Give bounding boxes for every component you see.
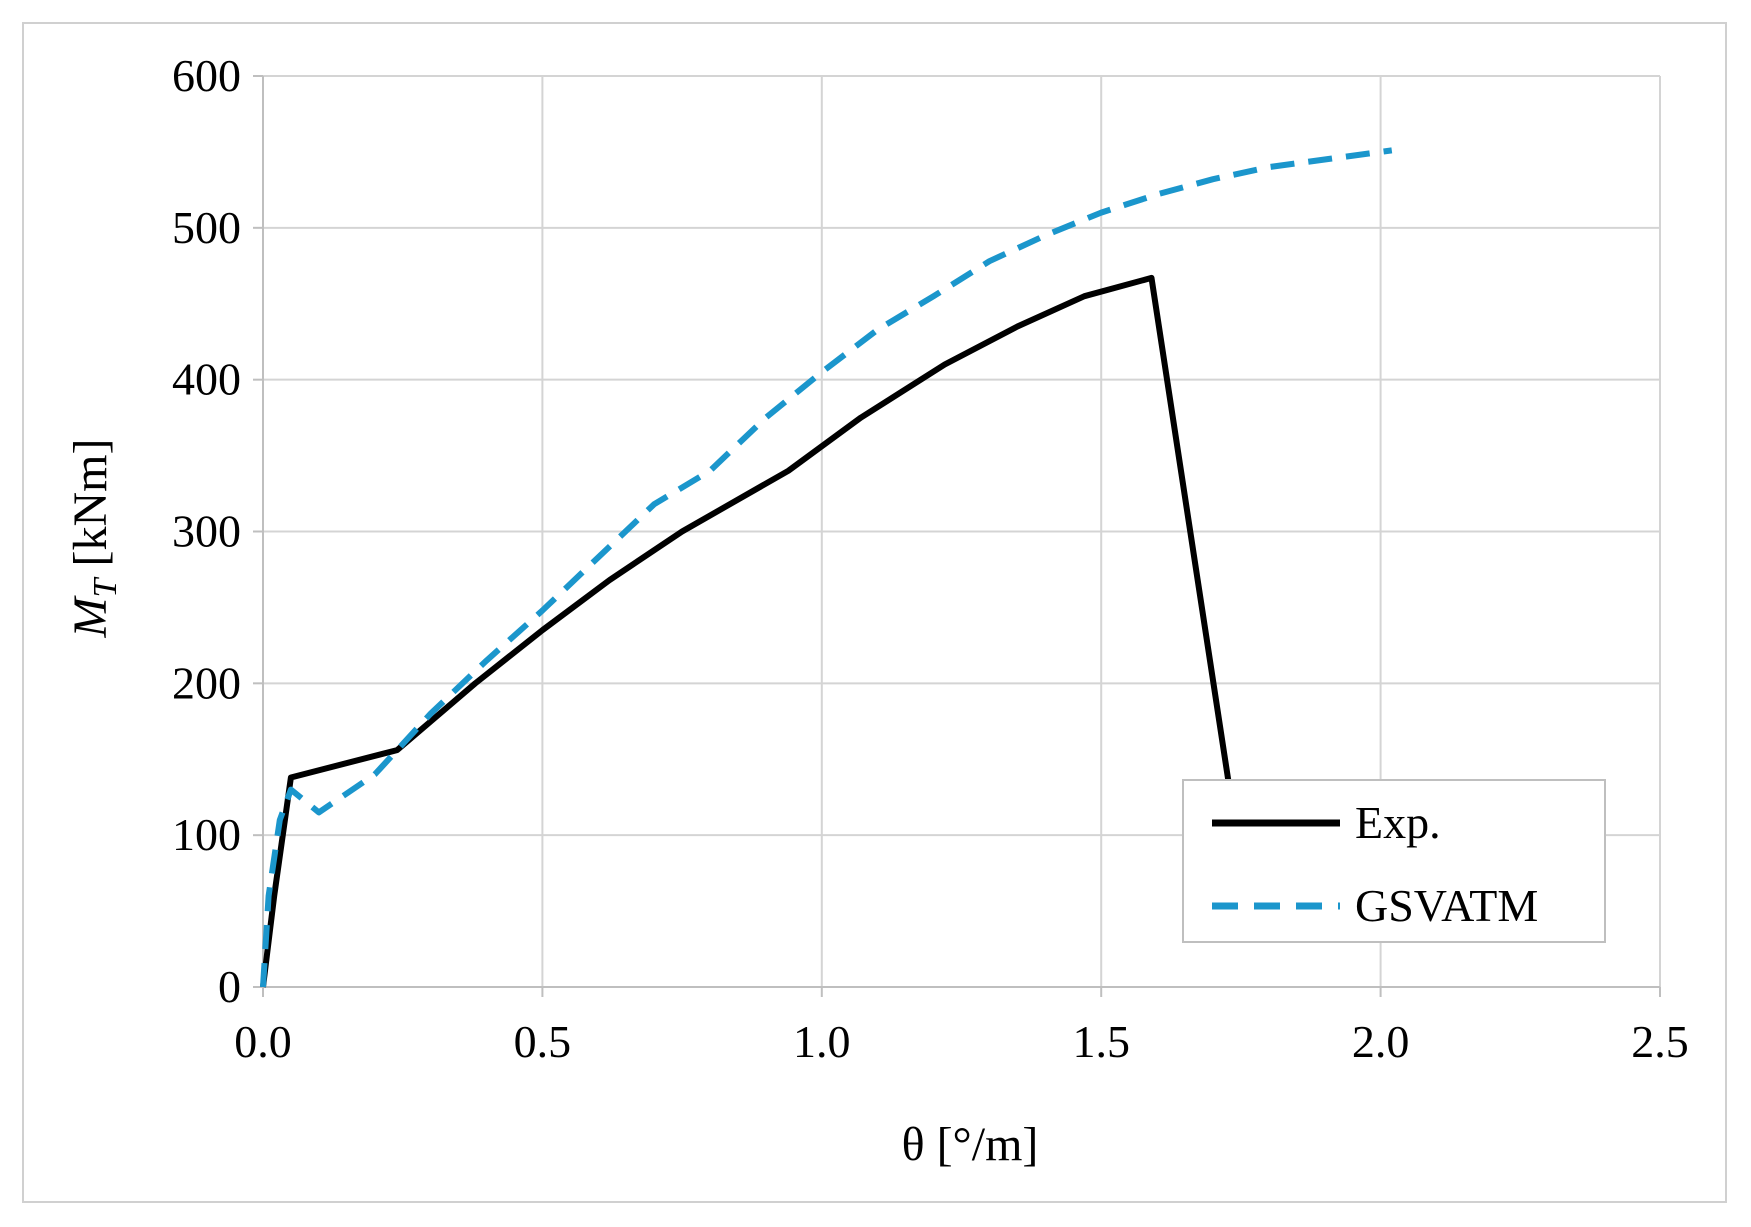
y-axis-title-unit: [kNm] <box>64 439 117 579</box>
x-tick-label: 1.5 <box>1072 1016 1130 1067</box>
x-tick-label: 2.5 <box>1631 1016 1689 1067</box>
y-axis-title: MT [kNm] <box>64 439 124 639</box>
legend: Exp. GSVATM <box>1182 779 1606 943</box>
series-line-gsvatm <box>260 147 1393 988</box>
x-tick-label: 0.5 <box>514 1016 572 1067</box>
x-tick-label: 0.0 <box>234 1016 292 1067</box>
y-tick-label: 500 <box>172 202 241 253</box>
x-tick-label: 1.0 <box>793 1016 851 1067</box>
y-tick-label: 200 <box>172 657 241 708</box>
grid <box>253 75 1661 997</box>
series-line-exp <box>260 274 1233 988</box>
y-axis-title-symbol: M <box>64 594 117 638</box>
y-axis-title-subscript: T <box>87 576 124 597</box>
y-tick-label: 0 <box>218 961 241 1012</box>
legend-label-exp: Exp. <box>1355 797 1441 848</box>
series-layer <box>260 147 1393 988</box>
y-tick-label: 100 <box>172 809 241 860</box>
legend-label-gsvatm: GSVATM <box>1355 880 1538 931</box>
x-axis-title: θ [°/m] <box>902 1118 1039 1171</box>
svg-text:MT [kNm]: MT [kNm] <box>64 439 124 639</box>
chart-frame <box>22 22 1727 1203</box>
x-tick-label: 2.0 <box>1352 1016 1410 1067</box>
y-tick-label: 600 <box>172 50 241 101</box>
y-tick-label: 300 <box>172 506 241 557</box>
tick-labels: 0.0 0.5 1.0 1.5 2.0 2.5 0 100 200 300 400 500 600 <box>172 50 1689 1067</box>
y-tick-label: 400 <box>172 354 241 405</box>
